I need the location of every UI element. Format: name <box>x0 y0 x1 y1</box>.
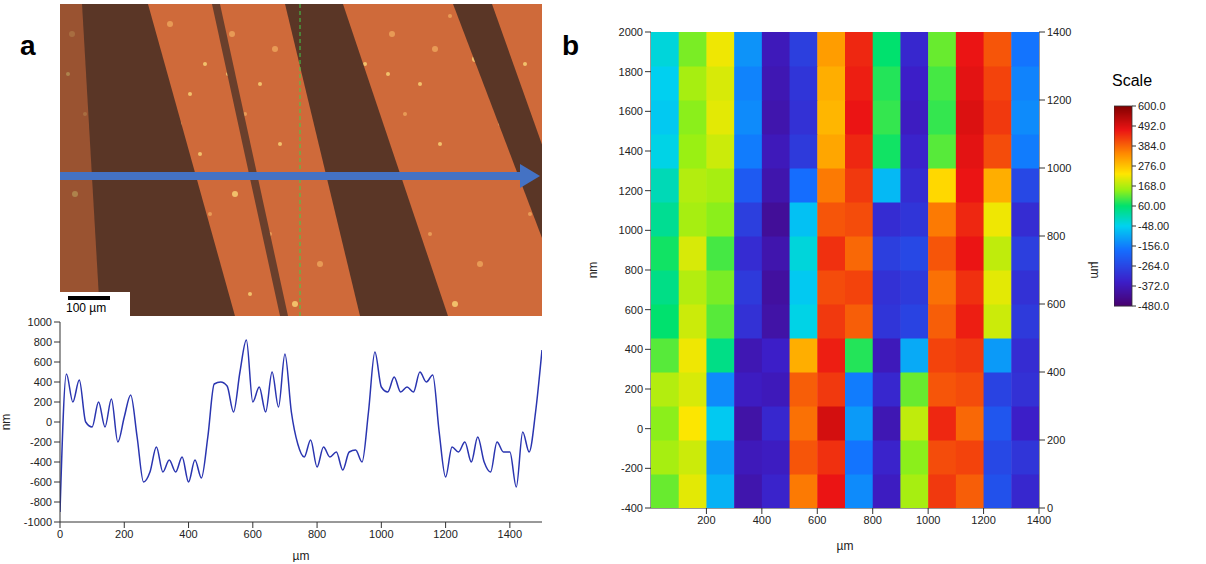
svg-text:1200: 1200 <box>619 185 643 197</box>
svg-text:1000: 1000 <box>369 528 393 540</box>
svg-text:0: 0 <box>46 416 52 428</box>
svg-text:800: 800 <box>1047 230 1065 242</box>
svg-text:-200: -200 <box>621 462 643 474</box>
svg-text:600: 600 <box>808 514 826 526</box>
html-text:b: b <box>562 30 580 61</box>
svg-text:1400: 1400 <box>619 145 643 157</box>
svg-text:800: 800 <box>308 528 326 540</box>
svg-text:-156.0: -156.0 <box>1138 240 1169 252</box>
svg-text:200: 200 <box>34 396 52 408</box>
svg-text:nm: nm <box>0 414 13 431</box>
svg-text:200: 200 <box>625 383 643 395</box>
svg-text:0: 0 <box>1047 502 1053 514</box>
svg-text:1400: 1400 <box>1047 26 1071 38</box>
svg-text:400: 400 <box>753 514 771 526</box>
svg-text:1000: 1000 <box>619 224 643 236</box>
svg-text:µm: µm <box>837 539 854 553</box>
svg-text:600: 600 <box>625 304 643 316</box>
svg-text:-48.00: -48.00 <box>1138 220 1169 232</box>
svg-text:-264.0: -264.0 <box>1138 260 1169 272</box>
svg-text:µm: µm <box>293 549 310 562</box>
svg-text:0: 0 <box>57 528 63 540</box>
html-text:a: a <box>20 30 36 61</box>
svg-text:600.0: 600.0 <box>1138 100 1166 112</box>
svg-text:1200: 1200 <box>1047 94 1071 106</box>
svg-text:-400: -400 <box>30 456 52 468</box>
svg-text:1400: 1400 <box>498 528 522 540</box>
svg-text:-200: -200 <box>30 436 52 448</box>
svg-text:200: 200 <box>115 528 133 540</box>
svg-text:1000: 1000 <box>916 514 940 526</box>
svg-text:1400: 1400 <box>1027 514 1051 526</box>
svg-text:400: 400 <box>1047 366 1065 378</box>
svg-text:-372.0: -372.0 <box>1138 280 1169 292</box>
svg-text:168.0: 168.0 <box>1138 180 1166 192</box>
svg-text:800: 800 <box>625 264 643 276</box>
svg-text:200: 200 <box>697 514 715 526</box>
svg-text:µm: µm <box>1088 262 1102 279</box>
svg-text:600: 600 <box>244 528 262 540</box>
svg-text:-1000: -1000 <box>24 516 52 528</box>
svg-text:-600: -600 <box>30 476 52 488</box>
svg-text:600: 600 <box>1047 298 1065 310</box>
svg-text:1000: 1000 <box>28 316 52 328</box>
svg-text:1600: 1600 <box>619 105 643 117</box>
svg-text:nm: nm <box>586 262 600 279</box>
svg-text:1200: 1200 <box>433 528 457 540</box>
svg-text:400: 400 <box>34 376 52 388</box>
svg-text:-480.0: -480.0 <box>1138 300 1169 312</box>
svg-text:276.0: 276.0 <box>1138 160 1166 172</box>
svg-text:1200: 1200 <box>971 514 995 526</box>
svg-text:100 µm: 100 µm <box>66 301 106 315</box>
svg-text:200: 200 <box>1047 434 1065 446</box>
svg-text:800: 800 <box>864 514 882 526</box>
svg-text:600: 600 <box>34 356 52 368</box>
svg-text:2000: 2000 <box>619 26 643 38</box>
svg-text:0: 0 <box>637 423 643 435</box>
html-text:Scale: Scale <box>1112 72 1152 89</box>
svg-text:800: 800 <box>34 336 52 348</box>
svg-text:1800: 1800 <box>619 66 643 78</box>
svg-text:400: 400 <box>625 343 643 355</box>
svg-text:1000: 1000 <box>1047 162 1071 174</box>
svg-text:-800: -800 <box>30 496 52 508</box>
svg-text:60.00: 60.00 <box>1138 200 1166 212</box>
svg-text:492.0: 492.0 <box>1138 120 1166 132</box>
svg-text:-400: -400 <box>621 502 643 514</box>
svg-text:384.0: 384.0 <box>1138 140 1166 152</box>
svg-text:400: 400 <box>179 528 197 540</box>
